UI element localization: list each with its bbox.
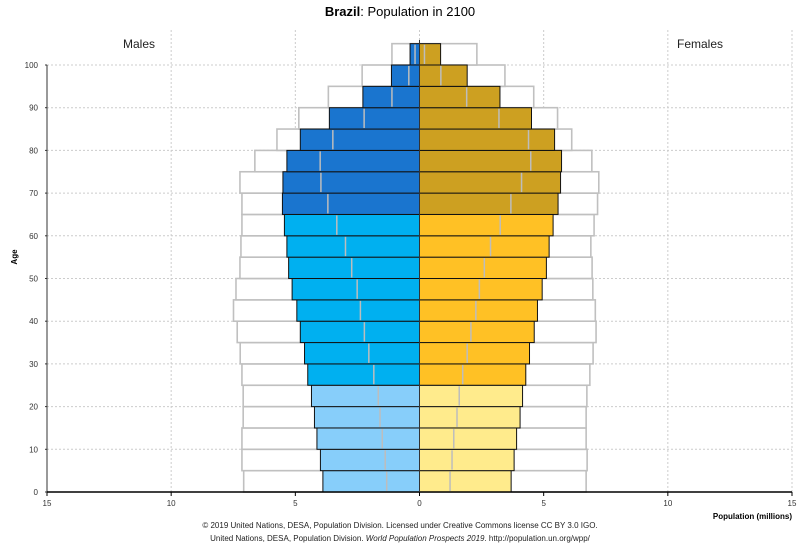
x-tick-label: 10 (663, 499, 672, 508)
male-bar-65-69 (281, 192, 421, 215)
female-bar-40-44 (419, 299, 538, 322)
female-bar-20-24 (419, 384, 524, 408)
female-bar-45-49 (419, 278, 543, 301)
male-bar-5-9 (319, 448, 421, 472)
x-axis-title: Population (millions) (713, 512, 792, 521)
female-bar-0-4 (419, 470, 512, 493)
male-bar-15-19 (313, 406, 420, 429)
female-bar-70-74 (419, 171, 562, 194)
female-bar-60-64 (419, 213, 554, 237)
y-tick-label: 90 (29, 104, 38, 113)
male-bar-50-54 (288, 256, 420, 279)
y-tick-label: 20 (29, 403, 38, 412)
male-bar-35-39 (299, 320, 420, 344)
males-label: Males (123, 37, 155, 51)
chart-title: Brazil: Population in 2100 (325, 4, 475, 19)
male-bar-80-84 (299, 128, 420, 151)
y-tick-label: 40 (29, 317, 38, 326)
male-bar-70-74 (282, 171, 420, 194)
female-bar-35-39 (419, 320, 535, 344)
chart-title-rest: : Population in 2100 (360, 4, 475, 19)
male-bar-95-99 (390, 64, 420, 87)
chart-title-country: Brazil (325, 4, 360, 19)
footer-citation-title: World Population Prospects 2019 (365, 534, 485, 543)
footer-citation: United Nations, DESA, Population Divisio… (0, 534, 800, 543)
male-bar-20-24 (310, 384, 421, 408)
axes (45, 40, 793, 496)
female-bar-5-9 (419, 448, 515, 472)
y-tick-label: 100 (25, 61, 39, 70)
male-bar-85-89 (328, 107, 421, 130)
x-tick-label: 0 (417, 499, 422, 508)
male-bar-0-4 (322, 470, 421, 493)
female-bar-50-54 (419, 256, 547, 279)
x-tick-label: 10 (167, 499, 176, 508)
bars (281, 43, 563, 493)
female-bar-95-99 (419, 64, 468, 87)
y-tick-label: 50 (29, 275, 38, 284)
footer-license: © 2019 United Nations, DESA, Population … (202, 521, 598, 530)
marker-lines (319, 44, 532, 491)
y-tick-label: 80 (29, 146, 38, 155)
y-tick-label: 60 (29, 232, 38, 241)
female-bar-75-79 (419, 149, 563, 173)
y-tick-label: 0 (34, 488, 39, 497)
male-bar-45-49 (291, 278, 421, 301)
female-bar-25-29 (419, 363, 527, 386)
y-tick-label: 70 (29, 189, 38, 198)
footer-citation-suffix: . http://population.un.org/wpp/ (484, 534, 590, 543)
x-tick-label: 5 (541, 499, 546, 508)
x-tick-label: 5 (293, 499, 298, 508)
female-bar-90-94 (419, 85, 501, 109)
male-bar-30-34 (304, 342, 420, 365)
y-tick-label: 30 (29, 360, 38, 369)
female-bar-65-69 (419, 192, 559, 215)
female-bar-55-59 (419, 235, 550, 258)
x-tick-label: 15 (43, 499, 52, 508)
footer-citation-prefix: United Nations, DESA, Population Divisio… (210, 534, 366, 543)
female-bar-30-34 (419, 342, 531, 365)
male-bar-10-14 (316, 427, 420, 450)
female-bar-10-14 (419, 427, 518, 450)
male-bar-55-59 (286, 235, 421, 258)
females-label: Females (677, 37, 723, 51)
male-bar-40-44 (296, 299, 420, 322)
female-bar-15-19 (419, 406, 521, 429)
male-bar-60-64 (283, 213, 421, 237)
y-axis-title: Age (10, 249, 19, 265)
x-tick-label: 15 (788, 499, 797, 508)
male-bar-25-29 (307, 363, 420, 386)
female-bar-85-89 (419, 107, 532, 130)
female-bar-100+ (419, 43, 442, 66)
y-tick-label: 10 (29, 445, 38, 454)
male-bar-75-79 (286, 149, 421, 173)
female-bar-80-84 (419, 128, 556, 151)
